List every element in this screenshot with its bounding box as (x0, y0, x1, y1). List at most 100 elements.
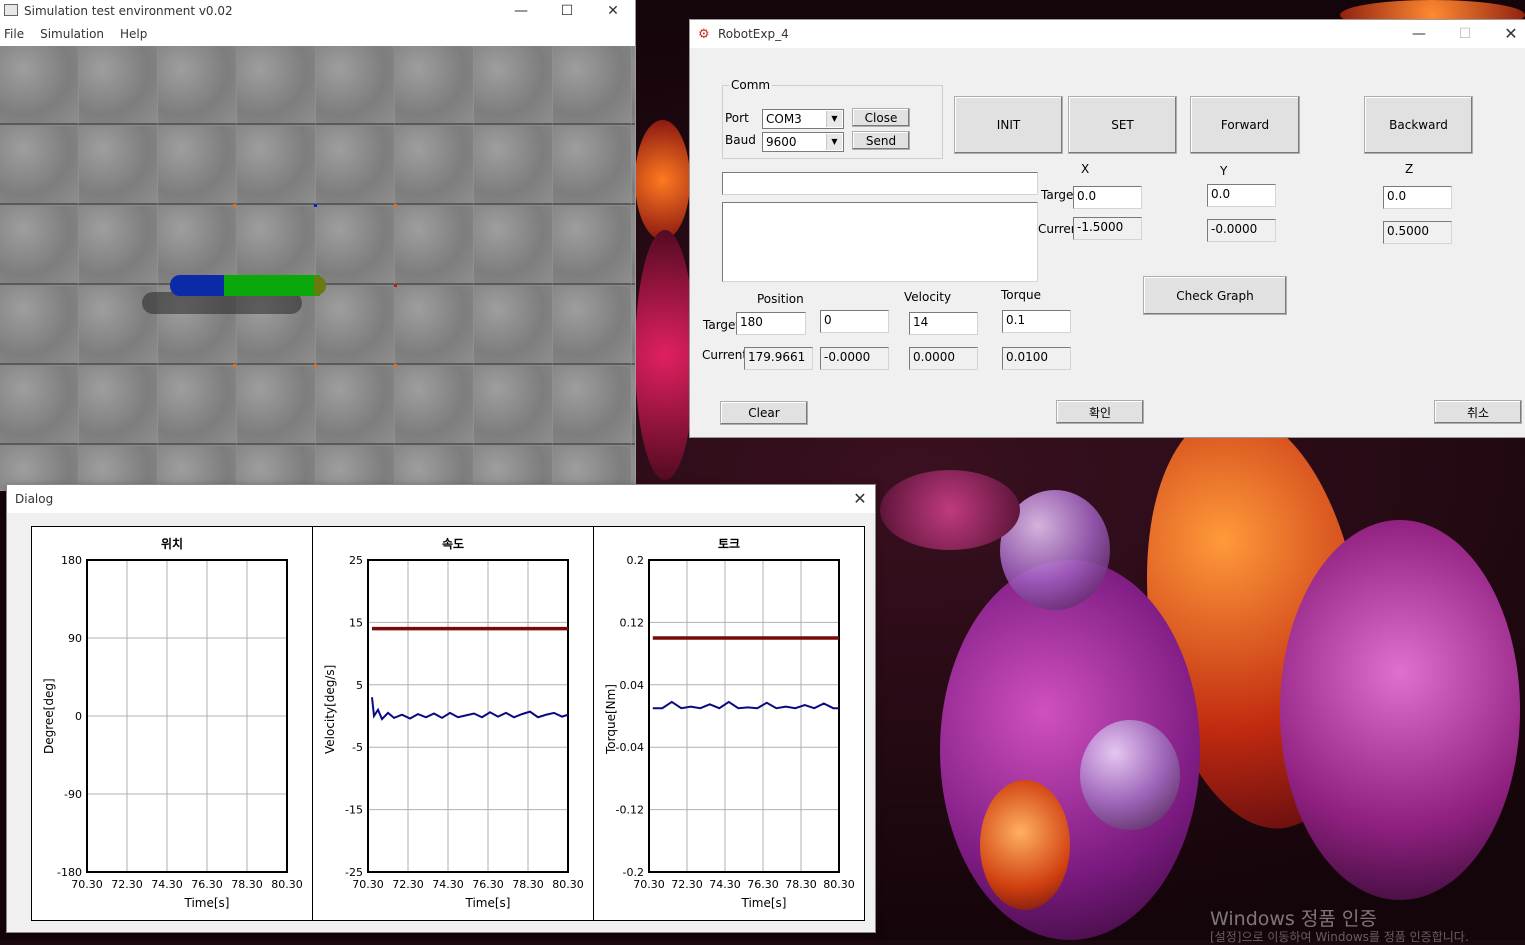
plot-frame (86, 559, 288, 873)
y-tick-label: 90 (68, 632, 82, 645)
port-select[interactable]: COM3 ▼ (762, 109, 844, 129)
xyz-current-label: Curren (1038, 222, 1079, 236)
minimize-button[interactable]: — (1412, 26, 1426, 42)
x-tick-label: 78.30 (785, 878, 817, 891)
target-z-input[interactable]: 0.0 (1383, 186, 1452, 209)
floor-tile (553, 286, 632, 365)
x-label: X (1081, 162, 1090, 176)
maximize-button[interactable]: ☐ (560, 3, 574, 19)
waypoint-marker (233, 364, 236, 367)
floor-tile (0, 126, 79, 205)
floor-tile (395, 366, 474, 445)
chevron-down-icon: ▼ (826, 134, 842, 150)
close-port-button[interactable]: Close (852, 108, 910, 127)
activation-watermark: Windows 정품 인증 (1210, 908, 1377, 930)
simulation-viewport[interactable] (0, 46, 635, 490)
floor-tile (79, 446, 158, 490)
y-tick-label: 5 (356, 679, 363, 692)
cancel-button[interactable]: 취소 (1434, 400, 1522, 424)
y-tick-label: -25 (345, 866, 363, 879)
floor-tile (316, 446, 395, 490)
log-textarea[interactable] (722, 202, 1038, 282)
activation-watermark-sub: [설정]으로 이동하여 Windows를 정품 인증합니다. (1210, 930, 1469, 944)
robot-tip (314, 276, 326, 295)
floor-tile (632, 46, 635, 125)
floor-tile (474, 286, 553, 365)
y-tick-label: -5 (352, 741, 363, 754)
menu-file[interactable]: File (4, 27, 25, 41)
series-line (652, 700, 839, 710)
waypoint-marker (314, 364, 317, 367)
y-tick-label: 15 (349, 616, 363, 629)
torque-chart: 70.30 72.30 74.30 76.30 78.30 80.30 0.2 0.12 0.0… (593, 526, 865, 921)
y-tick-label: -15 (345, 804, 363, 817)
x-axis-label: Time[s] (465, 896, 511, 910)
floor-tile (395, 206, 474, 285)
backward-button[interactable]: Backward (1364, 96, 1473, 154)
waypoint-marker (394, 364, 397, 367)
y-tick-label: 0.12 (620, 616, 645, 629)
baud-label: Baud (725, 133, 756, 147)
robotexp-window: ⚙ RobotExp_4 — ☐ ✕ Comm Port COM3 ▼ Baud… (690, 20, 1525, 437)
close-button[interactable]: ✕ (1504, 24, 1518, 43)
init-button[interactable]: INIT (954, 96, 1063, 154)
comm-group: Comm (722, 78, 943, 159)
close-button[interactable]: ✕ (607, 3, 619, 19)
clear-button[interactable]: Clear (720, 401, 808, 425)
target-position-input[interactable]: 180 (736, 312, 806, 335)
floor-tile (316, 366, 395, 445)
y-axis-label: Torque[Nm] (604, 684, 618, 754)
baud-value: 9600 (766, 135, 797, 149)
floor-tile (237, 206, 316, 285)
floor-tile (79, 366, 158, 445)
floor-tile (395, 286, 474, 365)
current-velocity-field: 0.0000 (909, 347, 978, 370)
floor-tile (158, 366, 237, 445)
floor-tile (632, 126, 635, 205)
dialog-titlebar: Dialog ✕ (7, 485, 875, 513)
robot-body-green (224, 275, 320, 296)
x-axis-label: Time[s] (184, 896, 230, 910)
chart-svg: 70.30 72.30 74.30 76.30 78.30 80.30 0.2 0.12 0.0… (616, 554, 855, 891)
velocity-chart: 70.30 72.30 74.30 76.30 78.30 80.30 25 15 5 -5 -15… (312, 526, 594, 921)
target-x-input[interactable]: 0.0 (1073, 186, 1142, 209)
forward-button[interactable]: Forward (1190, 96, 1300, 154)
y-tick-label: 180 (61, 554, 82, 567)
chevron-down-icon: ▼ (826, 111, 842, 127)
x-tick-label: 72.30 (671, 878, 703, 891)
current-z-field: 0.5000 (1383, 221, 1452, 244)
x-tick-label: 72.30 (111, 878, 143, 891)
y-tick-label: -0.2 (623, 866, 644, 879)
chart-title: 위치 (160, 537, 184, 551)
floor-tile (474, 446, 553, 490)
floor-tile (632, 366, 635, 445)
z-label: Z (1405, 162, 1414, 176)
menu-help[interactable]: Help (120, 27, 148, 41)
x-tick-label: 80.30 (823, 878, 855, 891)
y-tick-label: 0 (75, 710, 82, 723)
waypoint-marker (394, 204, 397, 207)
send-text-input[interactable] (722, 172, 1038, 195)
send-button[interactable]: Send (852, 131, 910, 150)
menu-simulation[interactable]: Simulation (40, 27, 105, 41)
floor-tile (158, 206, 237, 285)
target-position2-input[interactable]: 0 (820, 310, 889, 333)
close-button[interactable]: ✕ (853, 489, 867, 508)
velocity-label: Velocity (904, 290, 952, 304)
target-velocity-input[interactable]: 14 (909, 312, 978, 335)
menu-bar: File Simulation Help (0, 22, 635, 47)
target-torque-input[interactable]: 0.1 (1002, 310, 1071, 333)
x-tick-label: 74.30 (432, 878, 464, 891)
y-tick-label: 0.04 (620, 679, 645, 692)
x-tick-label: 70.30 (71, 878, 103, 891)
ok-button[interactable]: 확인 (1056, 400, 1144, 424)
baud-select[interactable]: 9600 ▼ (762, 132, 844, 152)
x-tick-label: 80.30 (552, 878, 584, 891)
robot-titlebar: ⚙ RobotExp_4 — ☐ ✕ (690, 20, 1525, 48)
floor-tile (237, 46, 316, 125)
minimize-button[interactable]: — (514, 3, 528, 19)
x-tick-label: 76.30 (472, 878, 504, 891)
check-graph-button[interactable]: Check Graph (1143, 276, 1287, 315)
target-y-input[interactable]: 0.0 (1207, 184, 1276, 207)
set-button[interactable]: SET (1068, 96, 1177, 154)
